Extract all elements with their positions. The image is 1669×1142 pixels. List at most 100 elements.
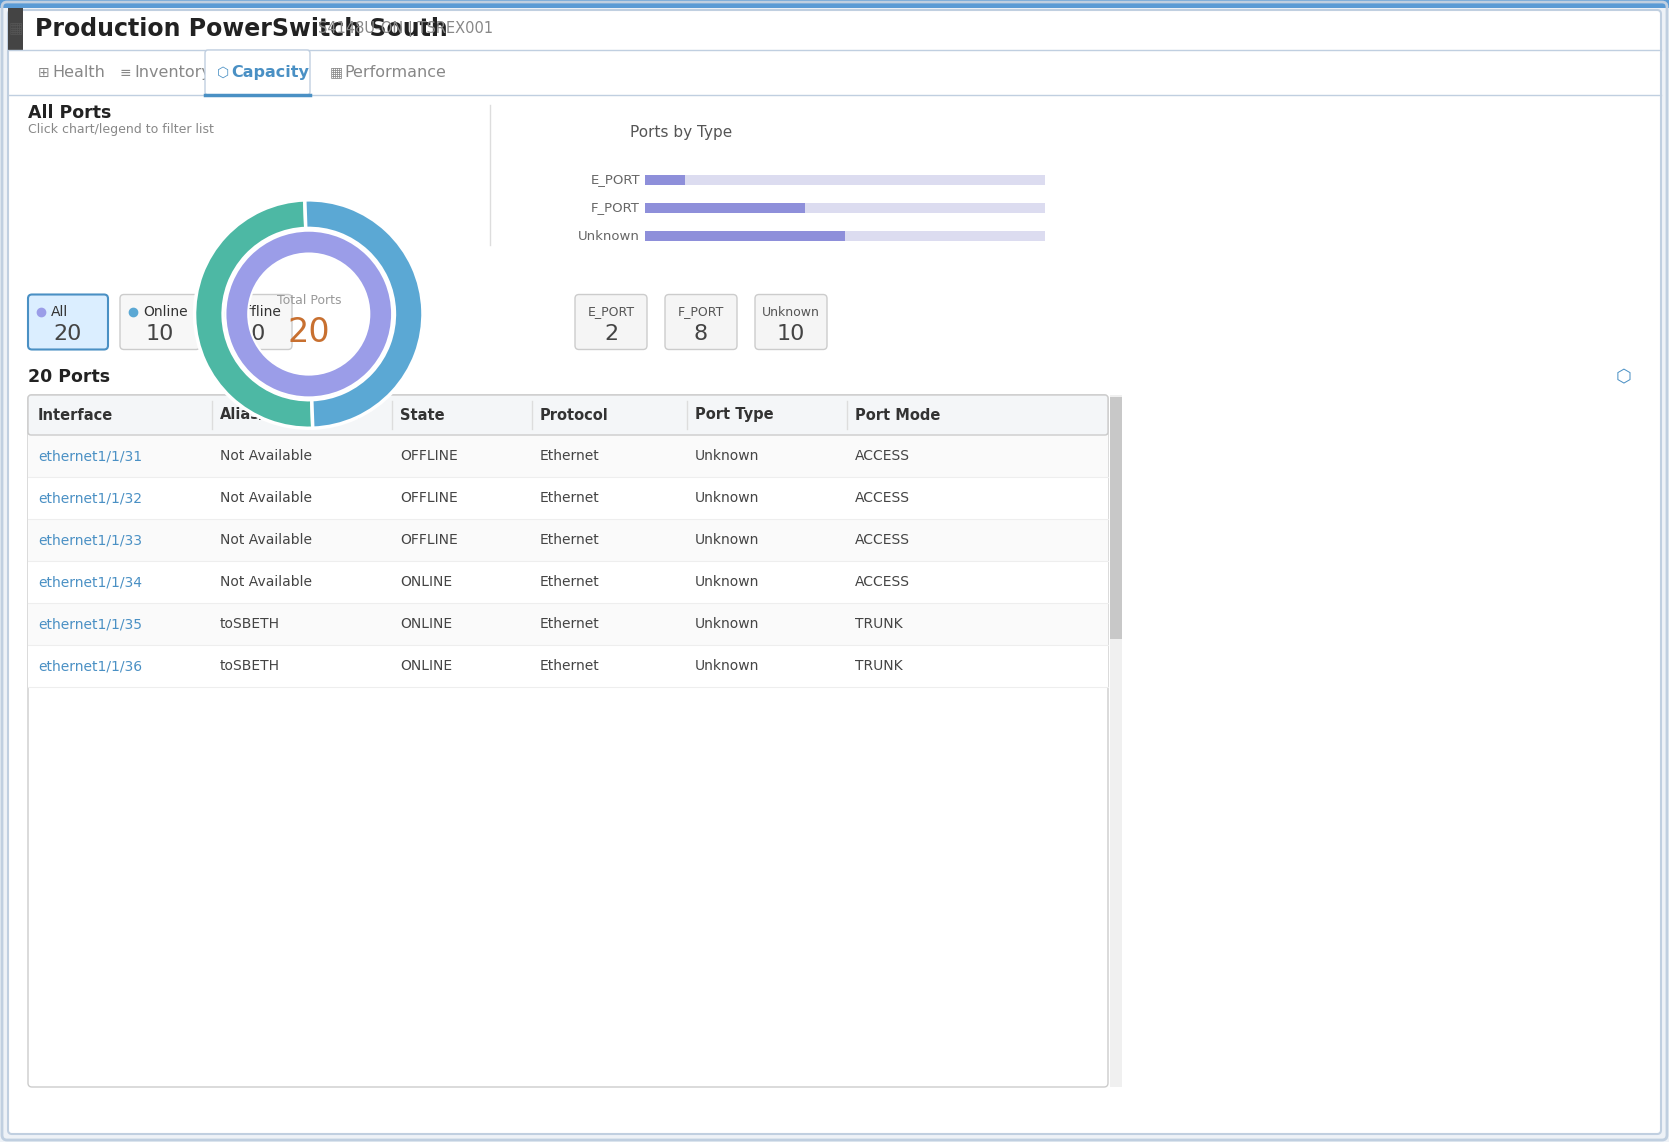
Wedge shape xyxy=(195,200,312,428)
Bar xyxy=(28,603,1108,645)
Text: ONLINE: ONLINE xyxy=(401,617,452,632)
Text: 10: 10 xyxy=(145,324,174,344)
Text: Interface: Interface xyxy=(38,408,113,423)
Text: Unknown: Unknown xyxy=(763,306,819,319)
Text: ethernet1/1/32: ethernet1/1/32 xyxy=(38,491,142,505)
Text: F_PORT: F_PORT xyxy=(591,201,639,215)
Text: Total Ports: Total Ports xyxy=(277,293,340,307)
Text: Unknown: Unknown xyxy=(694,491,759,505)
Text: ⊞: ⊞ xyxy=(38,65,50,80)
FancyBboxPatch shape xyxy=(754,295,828,349)
Text: ▦: ▦ xyxy=(330,65,344,80)
Bar xyxy=(8,8,23,50)
Text: Online: Online xyxy=(144,305,187,319)
Text: ⬡: ⬡ xyxy=(217,65,229,80)
Text: Ethernet: Ethernet xyxy=(541,617,599,632)
Bar xyxy=(28,645,1108,687)
Bar xyxy=(644,175,1045,185)
Text: TRUNK: TRUNK xyxy=(855,659,903,673)
Text: 20: 20 xyxy=(287,316,330,348)
Bar xyxy=(28,435,1108,477)
Text: Ports by Type: Ports by Type xyxy=(629,124,733,140)
Text: ethernet1/1/35: ethernet1/1/35 xyxy=(38,617,142,632)
Text: Ethernet: Ethernet xyxy=(541,576,599,589)
Text: ACCESS: ACCESS xyxy=(855,533,910,547)
Text: 2: 2 xyxy=(604,324,618,344)
Text: E_PORT: E_PORT xyxy=(587,306,634,319)
FancyBboxPatch shape xyxy=(28,295,108,349)
Bar xyxy=(644,231,1045,241)
Text: ethernet1/1/33: ethernet1/1/33 xyxy=(38,533,142,547)
Bar xyxy=(0,0,1669,8)
Text: ethernet1/1/31: ethernet1/1/31 xyxy=(38,449,142,463)
FancyBboxPatch shape xyxy=(28,395,1108,1087)
Text: ACCESS: ACCESS xyxy=(855,449,910,463)
Text: ethernet1/1/34: ethernet1/1/34 xyxy=(38,576,142,589)
Text: E_PORT: E_PORT xyxy=(591,174,639,186)
Text: 10: 10 xyxy=(776,324,804,344)
Text: Unknown: Unknown xyxy=(577,230,639,242)
Bar xyxy=(1110,395,1122,1087)
Text: Ethernet: Ethernet xyxy=(541,659,599,673)
Text: F_PORT: F_PORT xyxy=(678,306,724,319)
Text: 10: 10 xyxy=(237,324,265,344)
Text: 20: 20 xyxy=(53,324,82,344)
Text: ACCESS: ACCESS xyxy=(855,576,910,589)
Text: Click chart/legend to filter list: Click chart/legend to filter list xyxy=(28,123,214,137)
Text: Offline: Offline xyxy=(235,305,280,319)
Bar xyxy=(644,203,1045,214)
FancyBboxPatch shape xyxy=(576,295,648,349)
Bar xyxy=(28,561,1108,603)
Text: 8: 8 xyxy=(694,324,708,344)
Text: OFFLINE: OFFLINE xyxy=(401,491,457,505)
Text: Performance: Performance xyxy=(344,65,446,80)
FancyBboxPatch shape xyxy=(664,295,738,349)
Text: ▦: ▦ xyxy=(8,22,23,37)
Bar xyxy=(644,203,804,214)
Text: Unknown: Unknown xyxy=(694,576,759,589)
Text: Inventory: Inventory xyxy=(134,65,210,80)
Text: Ethernet: Ethernet xyxy=(541,533,599,547)
Bar xyxy=(644,231,845,241)
FancyBboxPatch shape xyxy=(120,295,200,349)
Text: Not Available: Not Available xyxy=(220,449,312,463)
Text: ACCESS: ACCESS xyxy=(855,491,910,505)
Text: toSBETH: toSBETH xyxy=(220,617,280,632)
Bar xyxy=(1110,397,1122,640)
Text: toSBETH: toSBETH xyxy=(220,659,280,673)
Text: All Ports: All Ports xyxy=(28,104,112,122)
Text: ONLINE: ONLINE xyxy=(401,576,452,589)
Text: Unknown: Unknown xyxy=(694,449,759,463)
Text: Not Available: Not Available xyxy=(220,576,312,589)
FancyBboxPatch shape xyxy=(205,50,310,95)
Text: TRUNK: TRUNK xyxy=(855,617,903,632)
FancyBboxPatch shape xyxy=(28,395,1108,435)
Text: Port Type: Port Type xyxy=(694,408,774,423)
Text: Health: Health xyxy=(52,65,105,80)
Text: Alias/Description: Alias/Description xyxy=(220,408,361,423)
Bar xyxy=(28,477,1108,518)
Bar xyxy=(644,175,684,185)
Text: Protocol: Protocol xyxy=(541,408,609,423)
Text: ≡: ≡ xyxy=(120,65,132,80)
Text: Unknown: Unknown xyxy=(694,533,759,547)
Text: Port Mode: Port Mode xyxy=(855,408,940,423)
Text: Not Available: Not Available xyxy=(220,533,312,547)
Text: ONLINE: ONLINE xyxy=(401,659,452,673)
FancyBboxPatch shape xyxy=(212,295,292,349)
Text: Production PowerSwitch South: Production PowerSwitch South xyxy=(35,17,447,41)
Text: Ethernet: Ethernet xyxy=(541,491,599,505)
Wedge shape xyxy=(305,200,422,428)
Text: 20 Ports: 20 Ports xyxy=(28,368,110,386)
Text: ethernet1/1/36: ethernet1/1/36 xyxy=(38,659,142,673)
Text: OFFLINE: OFFLINE xyxy=(401,533,457,547)
Wedge shape xyxy=(225,231,392,397)
Text: OFFLINE: OFFLINE xyxy=(401,449,457,463)
Text: State: State xyxy=(401,408,444,423)
Text: Unknown: Unknown xyxy=(694,659,759,673)
Bar xyxy=(28,518,1108,561)
FancyBboxPatch shape xyxy=(8,10,1661,1134)
Text: Unknown: Unknown xyxy=(694,617,759,632)
Text: S4148U-ON | TSREX001: S4148U-ON | TSREX001 xyxy=(319,21,492,37)
Text: All: All xyxy=(52,305,68,319)
